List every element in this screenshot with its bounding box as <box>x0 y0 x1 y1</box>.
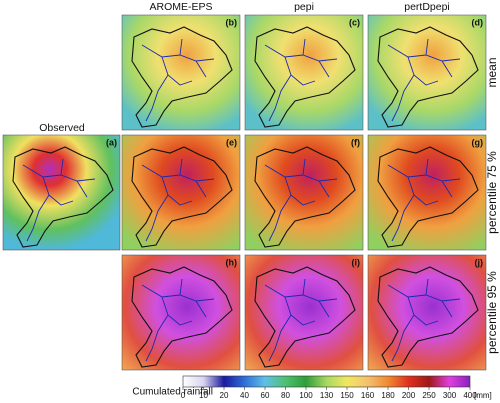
colorbar-unit: [mm] <box>474 391 492 400</box>
colorbar-tick-label: 0 <box>181 391 186 400</box>
row-label: percentile 95 % <box>485 271 499 354</box>
colorbar-tick-label: 160 <box>361 391 375 400</box>
colorbar-tick-label: 100 <box>299 391 313 400</box>
colorbar-tick-label: 130 <box>320 391 334 400</box>
colorbar-tick-label: 180 <box>381 391 395 400</box>
colorbar-tick-label: 80 <box>281 391 290 400</box>
map-panel <box>367 134 487 251</box>
panel-label: (d) <box>472 17 484 27</box>
colorbar-tick-label: 300 <box>443 391 457 400</box>
map <box>244 254 364 371</box>
panel-label: (b) <box>226 17 238 27</box>
column-header: pepi <box>294 1 314 13</box>
colorbar-tick-label: 20 <box>220 391 229 400</box>
column-header: AROME-EPS <box>149 1 212 13</box>
panel-label: (a) <box>106 137 117 147</box>
column-header: pertDpepi <box>404 1 450 13</box>
colorbar-title: Cumulated rainfall <box>132 387 213 398</box>
panel-label: (c) <box>349 17 360 27</box>
map-panel <box>367 254 487 371</box>
colorbar-tick-label: 40 <box>240 391 249 400</box>
map-panel <box>121 134 241 251</box>
panel-label: (e) <box>226 137 237 147</box>
map-panel <box>367 14 487 131</box>
map-panel <box>121 14 241 131</box>
map-panel <box>244 254 364 371</box>
colorbar-tick-label: 200 <box>402 391 416 400</box>
observed-map <box>2 134 121 251</box>
colorbar-tick-label: 60 <box>261 391 270 400</box>
panel-label: (h) <box>226 257 238 267</box>
panel-label: (i) <box>352 257 361 267</box>
panel-label: (j) <box>475 257 484 267</box>
observed-title: Observed <box>39 122 85 134</box>
map-panel <box>244 134 364 251</box>
map-panel <box>121 254 241 371</box>
row-label: mean <box>485 57 499 87</box>
colorbar-tick-label: 10 <box>199 391 208 400</box>
colorbar-tick-label: 150 <box>340 391 354 400</box>
colorbar-tick-label: 250 <box>422 391 436 400</box>
panel-label: (g) <box>472 137 484 147</box>
colorbar-tick-label: 400 <box>463 391 477 400</box>
colorbar <box>182 375 471 388</box>
row-label: percentile 75 % <box>485 151 499 234</box>
map-panel <box>244 14 364 131</box>
panel-label: (f) <box>351 137 360 147</box>
